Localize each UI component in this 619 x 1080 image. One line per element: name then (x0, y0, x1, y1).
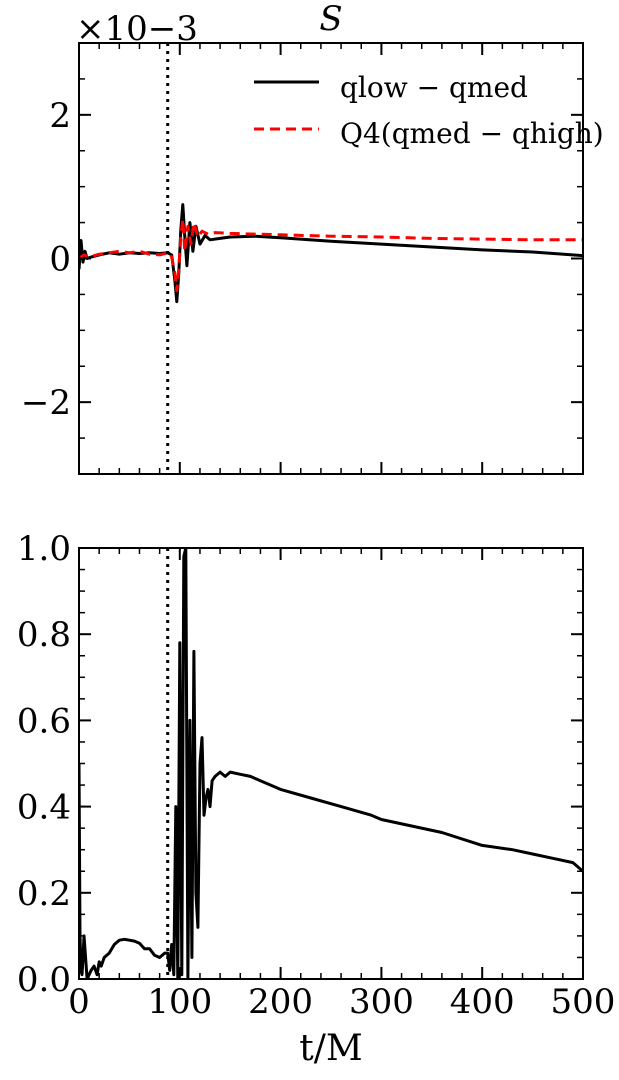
bottom-ytick-label: 0.0 (17, 960, 71, 1000)
top-chart-title: S (319, 0, 342, 39)
bottom-axis-ticks: 0.0 0.2 0.4 0.6 0.8 1.0 0 100 200 300 400 500 (17, 529, 616, 1022)
top-plot-frame (78, 42, 584, 475)
top-ytick-label: 2 (49, 96, 71, 136)
bottom-series-line-1 (79, 548, 583, 979)
top-panel: S ×10−3 −202 qlow − qmed Q4(qmed − qhigh… (21, 0, 604, 475)
bottom-xtick-label: 100 (147, 982, 212, 1022)
bottom-ytick-label: 0.6 (17, 701, 71, 741)
top-series-group (79, 203, 583, 304)
bottom-xtick-label: 200 (248, 982, 313, 1022)
legend: qlow − qmed Q4(qmed − qhigh) (254, 71, 604, 150)
bottom-ytick-label: 0.4 (17, 788, 71, 828)
top-series-line-1 (79, 203, 583, 304)
top-ytick-label: −2 (21, 383, 71, 423)
bottom-panel: 0.0 0.2 0.4 0.6 0.8 1.0 0 100 200 300 400 500 t/M (17, 529, 616, 1069)
bottom-ytick-label: 0.8 (17, 615, 71, 655)
bottom-xtick-label: 500 (551, 982, 616, 1022)
bottom-xtick-label: 300 (349, 982, 414, 1022)
bottom-ytick-label: 0.2 (17, 874, 71, 914)
top-series-line-2 (79, 217, 583, 293)
x-axis-label: t/M (299, 1028, 362, 1069)
bottom-series-group (79, 548, 583, 979)
bottom-ytick-label: 1.0 (17, 529, 71, 569)
top-ytick-label: 0 (49, 240, 71, 280)
legend-label-2: Q4(qmed − qhigh) (340, 117, 604, 150)
bottom-xtick-label: 400 (450, 982, 515, 1022)
bottom-plot-frame (78, 547, 584, 980)
top-axis-ticks: −2 0 2 (21, 42, 584, 475)
bottom-xtick-label: 0 (68, 982, 90, 1022)
legend-label-1: qlow − qmed (340, 71, 528, 104)
